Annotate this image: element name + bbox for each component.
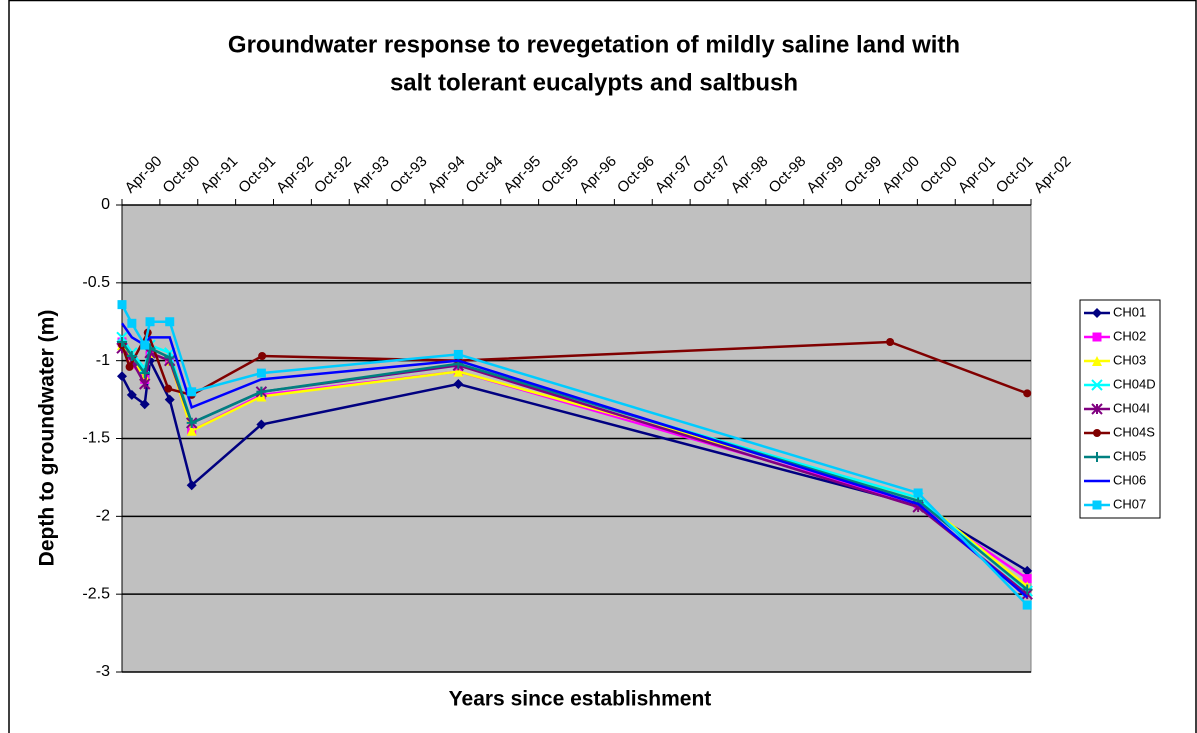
legend-label: CH06	[1113, 472, 1146, 487]
y-axis-title: Depth to groundwater (m)	[36, 310, 59, 567]
y-tick-label: 0	[101, 196, 110, 213]
series	[117, 300, 1032, 610]
legend-label: CH05	[1113, 448, 1146, 463]
x-axis-title: Years since establishment	[449, 688, 712, 711]
legend-label: CH02	[1113, 328, 1146, 343]
marker	[256, 368, 266, 378]
legend-label: CH04I	[1113, 400, 1150, 415]
y-tick-label: -1	[96, 352, 110, 369]
legend-label: CH07	[1113, 496, 1146, 511]
series-line	[120, 344, 1028, 588]
marker	[1022, 574, 1032, 584]
series	[120, 322, 1029, 599]
marker	[117, 371, 127, 382]
marker	[1092, 452, 1102, 462]
marker	[1091, 403, 1103, 415]
series-line	[120, 356, 1028, 572]
marker	[145, 317, 155, 327]
marker	[187, 387, 197, 397]
marker	[258, 351, 267, 360]
marker	[1023, 389, 1032, 398]
marker	[913, 488, 923, 498]
marker	[139, 378, 151, 390]
y-tick-label: -2.5	[82, 585, 110, 602]
marker	[1091, 379, 1103, 391]
marker	[126, 389, 137, 400]
marker	[165, 317, 175, 327]
marker	[1092, 332, 1102, 342]
marker	[127, 318, 137, 328]
marker	[453, 379, 464, 390]
marker	[186, 417, 197, 428]
marker	[139, 368, 150, 379]
legend-label: CH04D	[1113, 376, 1156, 391]
marker	[453, 349, 463, 359]
marker	[1022, 584, 1033, 595]
marker	[256, 419, 267, 430]
marker	[886, 337, 895, 346]
legend-label: CH01	[1113, 304, 1146, 319]
y-tick-label: -3	[96, 663, 110, 680]
marker	[140, 340, 150, 350]
legend-label: CH03	[1113, 352, 1146, 367]
marker	[1092, 356, 1102, 366]
marker	[125, 362, 134, 371]
y-tick-label: -1.5	[82, 430, 110, 447]
series-line	[120, 322, 1029, 599]
y-tick-label: -0.5	[82, 274, 110, 291]
legend-label: CH04S	[1113, 424, 1155, 439]
marker	[256, 386, 267, 397]
marker	[453, 366, 464, 377]
marker	[139, 399, 150, 410]
marker	[186, 425, 197, 436]
marker	[164, 384, 173, 393]
marker	[117, 300, 127, 310]
marker	[117, 336, 127, 347]
marker	[1092, 500, 1102, 510]
marker	[1092, 308, 1102, 318]
series-line	[120, 304, 1029, 606]
y-tick-label: -2	[96, 508, 110, 525]
marker	[186, 480, 197, 491]
marker	[126, 350, 137, 361]
marker	[1022, 565, 1033, 576]
marker	[1093, 429, 1101, 437]
chart-title: Groundwater response to revegetation of …	[228, 31, 960, 58]
marker	[1022, 600, 1032, 610]
marker	[164, 394, 175, 405]
chart-title: salt tolerant eucalypts and saltbush	[390, 69, 798, 96]
marker	[164, 352, 175, 363]
